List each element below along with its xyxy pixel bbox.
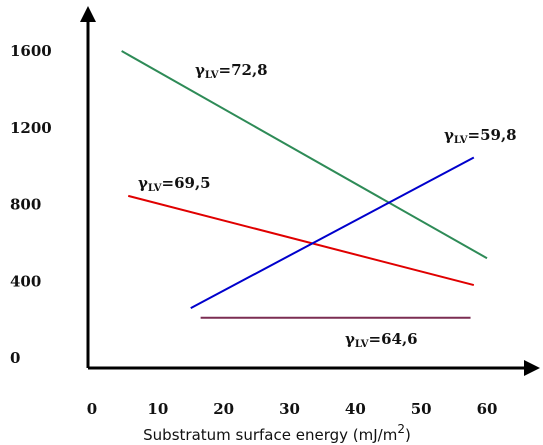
x-tick-label: 30	[279, 400, 300, 418]
x-axis-label: Substratum surface energy (mJ/m2)	[143, 422, 411, 444]
x-tick-label: 0	[87, 400, 97, 418]
x-tick-labels: 0 10 20 30 40 50 60	[87, 400, 498, 418]
x-tick-label: 50	[411, 400, 432, 418]
series-line	[121, 50, 488, 260]
y-tick-labels: 0 400 800 1200 1600	[10, 42, 52, 367]
series-annotation: γLV=69,5	[138, 174, 211, 194]
series-line	[127, 194, 475, 287]
series-lines	[121, 50, 488, 319]
y-axis-arrowhead	[80, 6, 96, 22]
x-tick-label: 20	[213, 400, 234, 418]
series-annotation: γLV=72,8	[195, 61, 268, 81]
y-tick-label: 800	[10, 196, 41, 214]
y-tick-label: 400	[10, 272, 41, 290]
series-line	[190, 156, 475, 309]
x-tick-label: 60	[477, 400, 498, 418]
y-tick-label: 0	[10, 349, 20, 367]
x-tick-label: 10	[147, 400, 168, 418]
x-tick-label: 40	[345, 400, 366, 418]
axes	[80, 6, 540, 376]
x-axis-arrowhead	[524, 360, 540, 376]
series-annotations: γLV=72,8 γLV=69,5 γLV=59,8 γLV=64,6	[138, 61, 517, 350]
y-tick-label: 1600	[10, 42, 52, 60]
x-axis-label-superscript: 2	[397, 422, 405, 436]
series-annotation: γLV=59,8	[444, 126, 517, 146]
y-tick-label: 1200	[10, 119, 52, 137]
series-annotation: γLV=64,6	[345, 330, 418, 350]
